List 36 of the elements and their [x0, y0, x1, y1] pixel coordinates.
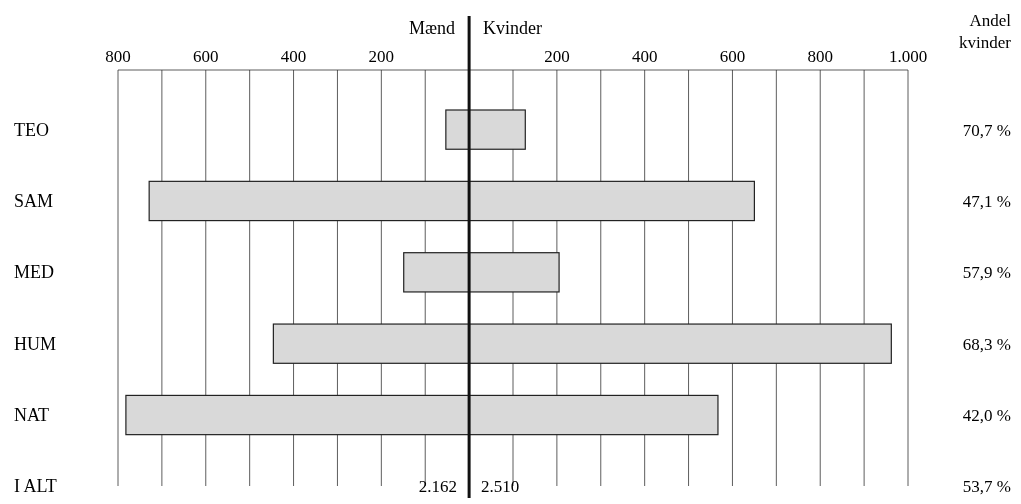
x-tick-label: 400 — [631, 47, 658, 66]
y-tick-label: I ALT — [14, 476, 57, 497]
text: 47,1 % — [962, 191, 1011, 211]
text: Mænd — [409, 18, 456, 38]
bar — [125, 394, 470, 436]
annotation: 2.162 — [418, 477, 458, 497]
text: 70,7 % — [962, 120, 1011, 140]
y-tick-label: NAT — [14, 405, 49, 426]
y-tick-label: TEO — [14, 119, 49, 140]
x-tick-label: 800 — [807, 47, 833, 66]
text: Andel kvinder — [959, 11, 1012, 52]
bar — [403, 252, 470, 293]
bar — [468, 394, 719, 436]
bar — [148, 180, 470, 222]
text: 68,3 % — [962, 334, 1011, 354]
x-tick-label: 600 — [193, 47, 219, 66]
text: 53,7 % — [962, 477, 1011, 497]
bar — [445, 109, 470, 150]
bar — [468, 180, 755, 222]
x-tick-label: 1.000 — [888, 47, 928, 66]
x-tick-label: 400 — [280, 47, 307, 66]
x-tick-label: 800 — [105, 47, 131, 66]
text: 57,9 % — [962, 263, 1011, 283]
x-tick-label: 200 — [544, 47, 570, 66]
y-tick-label: HUM — [14, 333, 57, 354]
text: Kvinder — [483, 18, 543, 38]
x-tick-label: 200 — [368, 47, 395, 66]
bar — [272, 323, 470, 364]
bar — [468, 109, 526, 150]
y-tick-label: MED — [14, 262, 54, 283]
bar — [468, 323, 892, 364]
text: 42,0 % — [962, 406, 1011, 426]
x-tick-label: 600 — [719, 47, 746, 66]
annotation: 2.510 — [481, 477, 520, 497]
y-tick-label: SAM — [14, 190, 54, 211]
bar — [468, 252, 560, 293]
